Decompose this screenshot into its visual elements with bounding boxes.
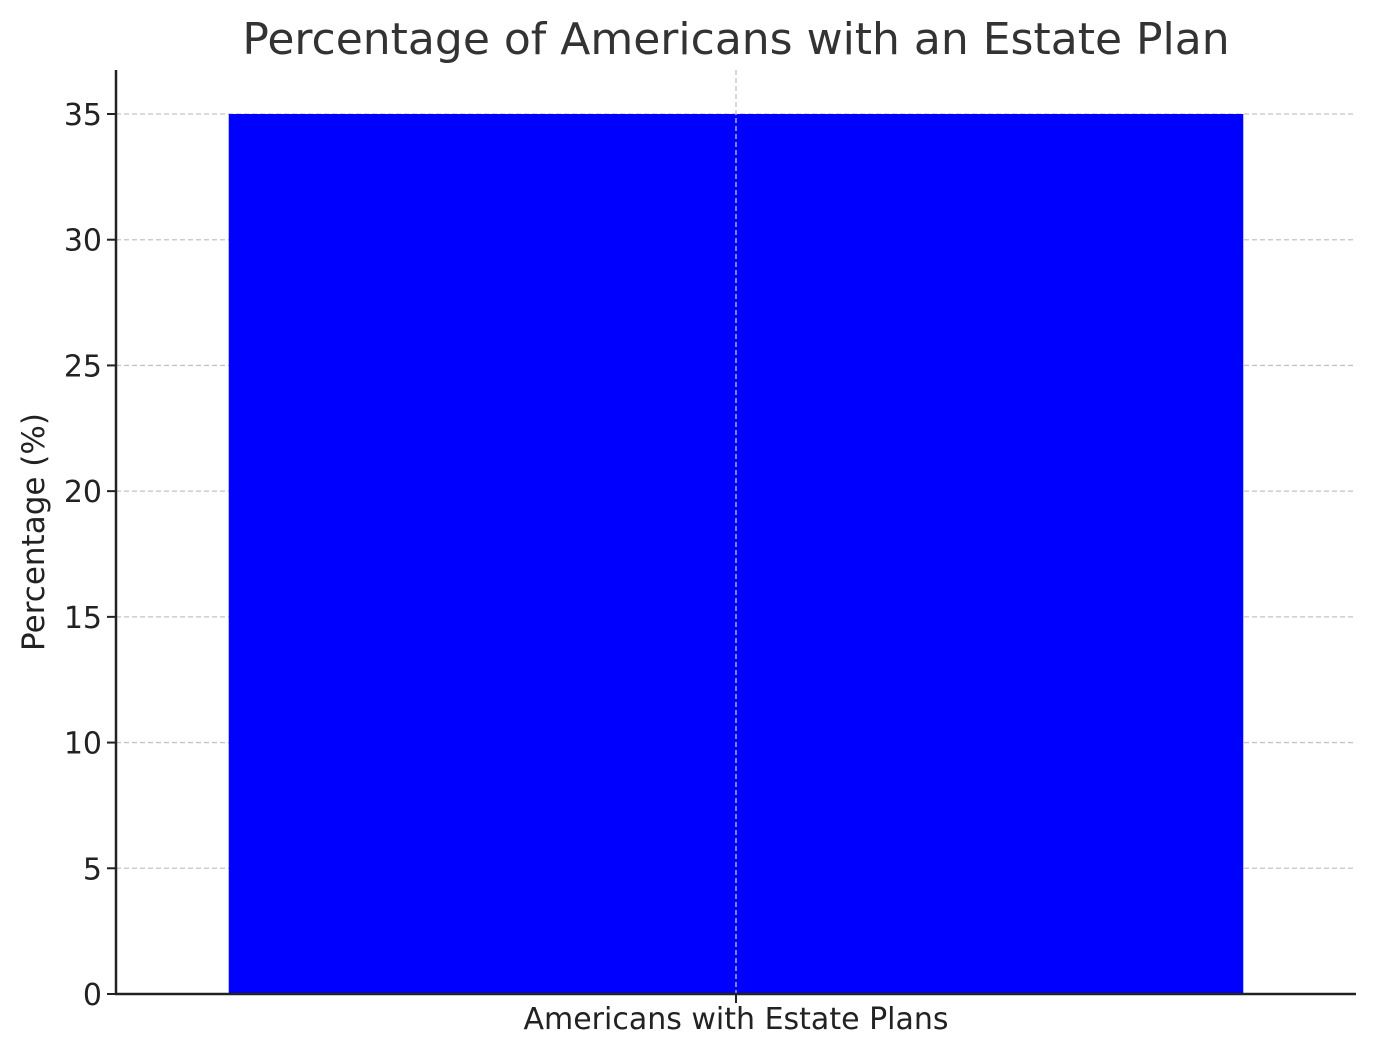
y-tick-label: 5 bbox=[83, 852, 102, 887]
x-tick-label: Americans with Estate Plans bbox=[523, 1002, 948, 1037]
y-tick-label: 25 bbox=[64, 349, 102, 384]
y-tick-label: 30 bbox=[64, 224, 102, 259]
y-tick-label: 10 bbox=[64, 727, 102, 762]
y-tick-label: 15 bbox=[64, 601, 102, 636]
x-ticks: Americans with Estate Plans bbox=[523, 994, 949, 1037]
y-tick-label: 35 bbox=[64, 98, 102, 133]
y-ticks: 0 5 10 15 20 25 30 35 bbox=[64, 98, 116, 1013]
chart-title: Percentage of Americans with an Estate P… bbox=[242, 14, 1229, 65]
y-axis-label: Percentage (%) bbox=[16, 413, 52, 651]
y-tick-label: 0 bbox=[83, 978, 102, 1013]
y-tick-label: 20 bbox=[64, 475, 102, 510]
